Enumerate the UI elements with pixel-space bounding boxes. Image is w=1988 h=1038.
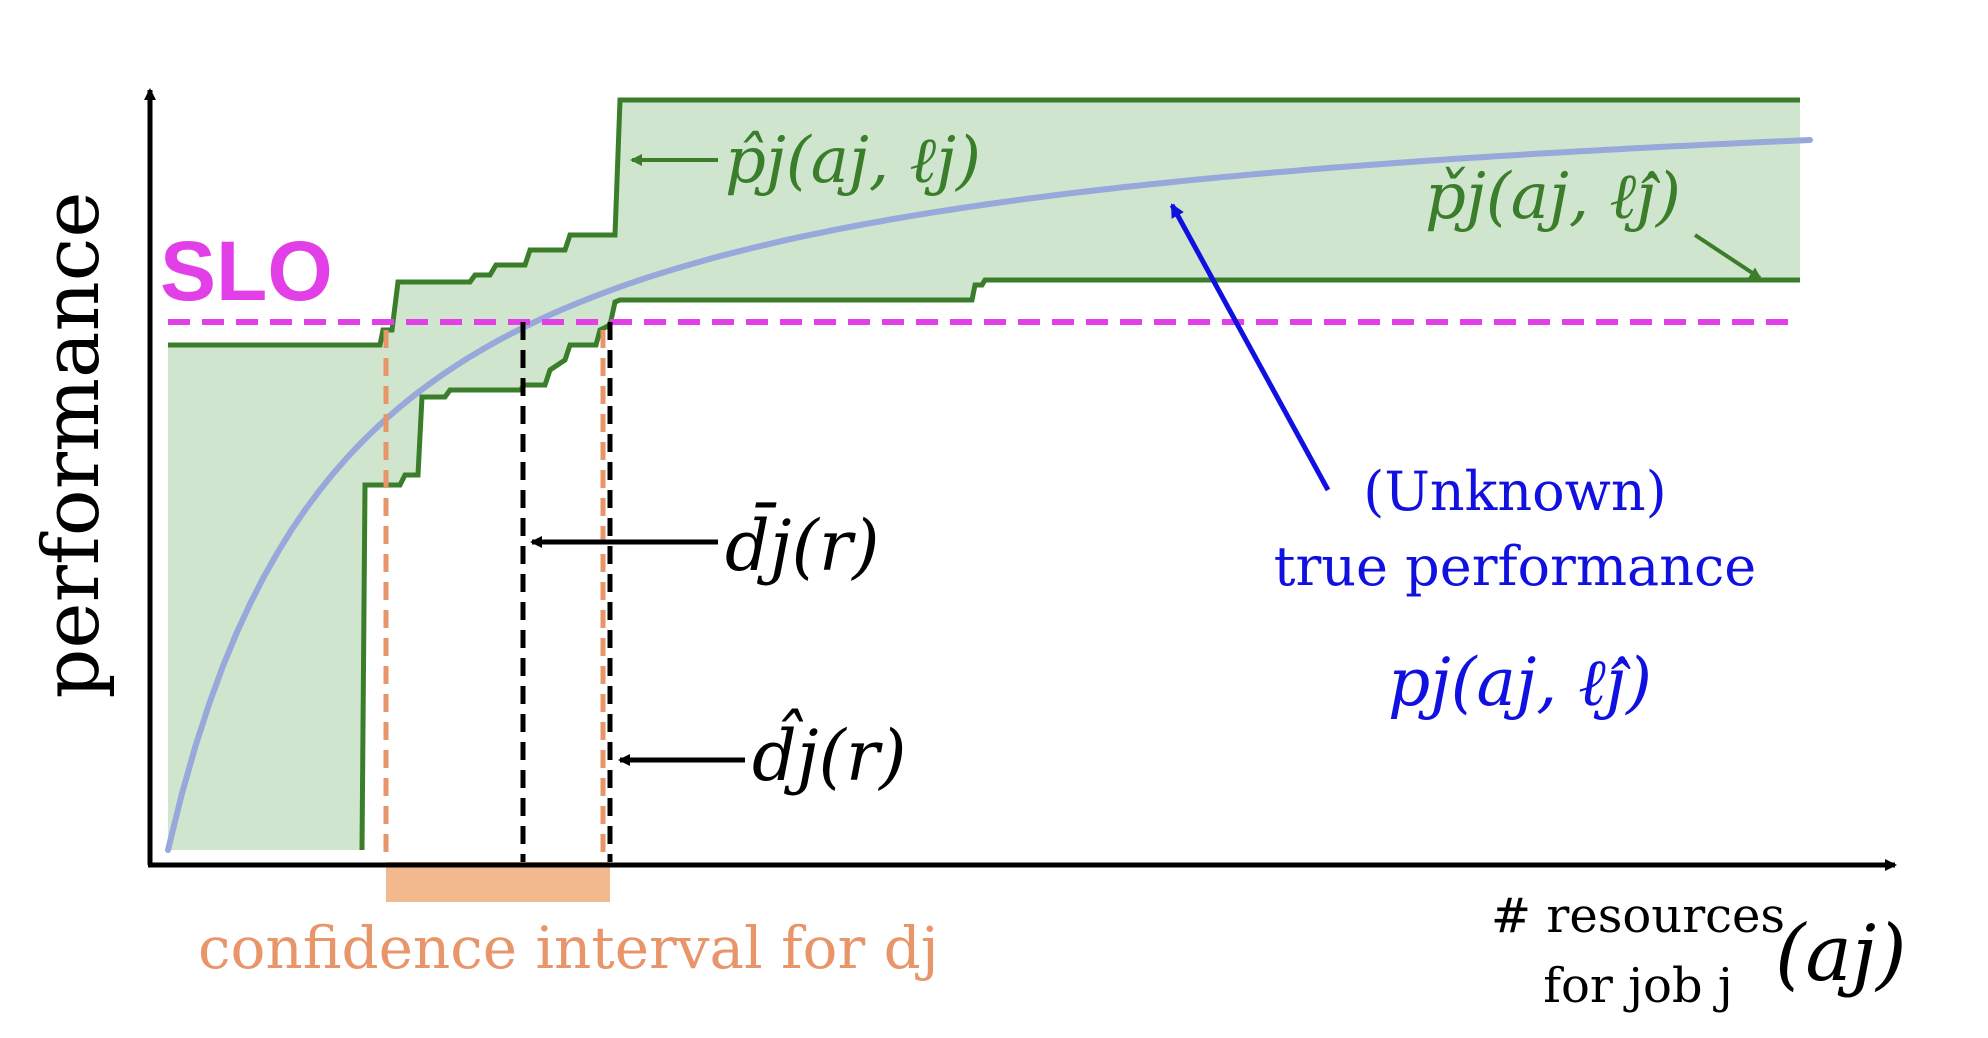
ci-bar bbox=[386, 862, 610, 902]
upper-bound-label: p̂j(aj, ℓj) bbox=[725, 124, 981, 198]
slo-label: SLO bbox=[160, 224, 333, 318]
x-axis-variable: (aj) bbox=[1775, 909, 1907, 999]
lower-bound-label: p̌j(aj, ℓ̂j) bbox=[1425, 160, 1681, 234]
true-performance-formula: pj(aj, ℓ̂j) bbox=[1388, 644, 1652, 721]
lower-bound-arrow bbox=[1693, 233, 1762, 280]
confidence-band bbox=[168, 100, 1800, 850]
ci-label: confidence interval for dj bbox=[198, 914, 939, 982]
lower-bound-curve bbox=[359, 277, 1800, 851]
y-axis-label: performance bbox=[27, 191, 117, 698]
dbar-label: d̄j(r) bbox=[725, 502, 880, 587]
true-performance-arrow bbox=[1169, 203, 1331, 492]
x-axis-label-line2: for job j bbox=[1543, 958, 1733, 1014]
x-axis-label-line1: # resources bbox=[1491, 888, 1785, 944]
true-performance-line1: (Unknown) bbox=[1363, 460, 1666, 523]
dhat-label: d̂j(r) bbox=[752, 709, 907, 797]
true-performance-line2: true performance bbox=[1274, 535, 1756, 598]
true-performance-curve bbox=[165, 137, 1813, 853]
